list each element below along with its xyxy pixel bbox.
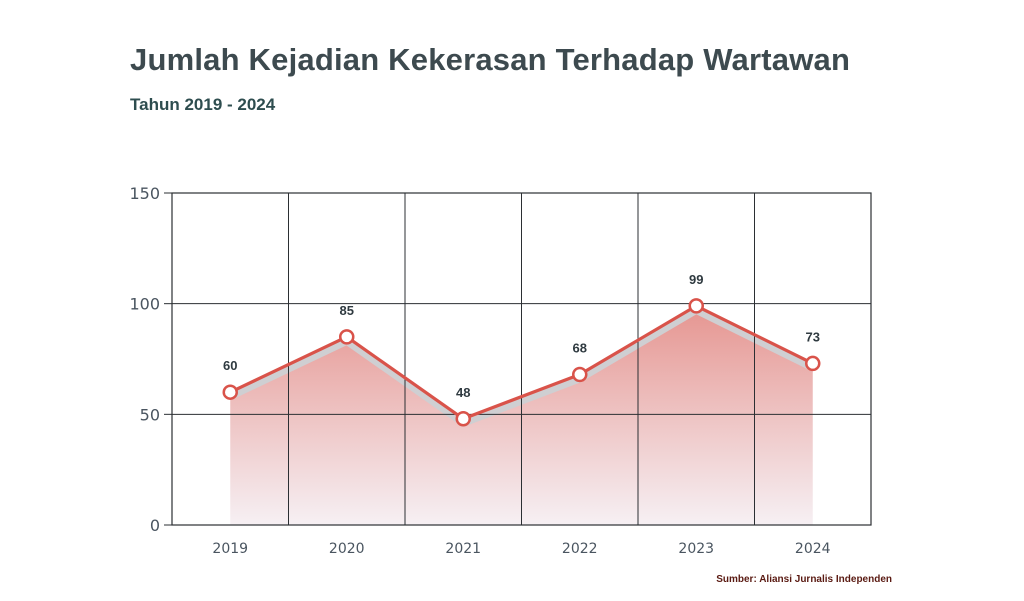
x-tick-label: 2022 [562, 541, 598, 557]
data-point [339, 329, 355, 345]
data-point [572, 366, 588, 383]
chart-subtitle: Tahun 2019 - 2024 [130, 95, 276, 114]
source-note: Sumber: Aliansi Jurnalis Independen [716, 574, 892, 585]
grid-layer [164, 192, 872, 526]
x-tick-label: 2024 [795, 541, 831, 557]
x-tick-label: 2019 [212, 541, 248, 557]
y-tick-label: 0 [150, 516, 160, 535]
data-label: 60 [223, 358, 237, 373]
data-point [222, 384, 238, 400]
chart-title: Jumlah Kejadian Kekerasan Terhadap Warta… [130, 42, 851, 77]
x-tick-label: 2021 [445, 541, 481, 557]
y-tick-label: 50 [140, 405, 160, 424]
label-layer: 0 50 100 150 2019 2020 2021 2022 2023 2024 60 85 48 6… [129, 184, 830, 557]
line-layer [222, 298, 821, 427]
data-point [688, 298, 704, 314]
x-tick-label: 2020 [329, 541, 365, 557]
data-label: 85 [340, 303, 354, 318]
data-label: 68 [573, 340, 587, 355]
data-label: 48 [456, 385, 470, 400]
y-tick-label: 100 [129, 295, 160, 314]
data-label: 99 [689, 272, 703, 287]
series-line [229, 304, 814, 421]
data-point [455, 411, 471, 427]
data-point [805, 355, 821, 372]
data-label: 73 [806, 329, 820, 344]
x-tick-label: 2023 [678, 541, 714, 557]
y-tick-label: 150 [129, 184, 160, 203]
